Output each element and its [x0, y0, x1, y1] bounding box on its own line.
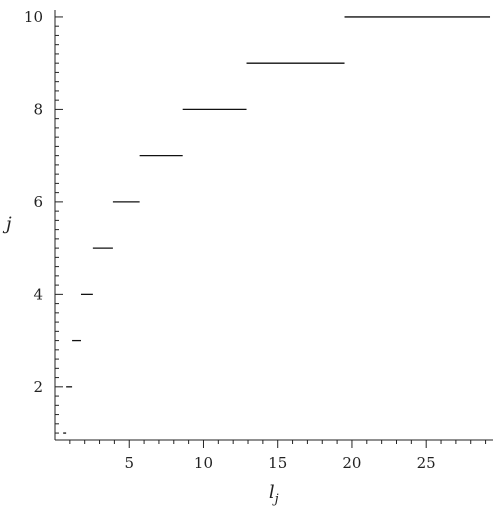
y-tick-label: 6 — [33, 193, 43, 211]
tick-labels-group: 5 10 15 20 25 2 4 6 8 10 — [24, 8, 436, 472]
y-tick-label: 10 — [24, 8, 43, 26]
x-tick-label: 5 — [124, 454, 134, 472]
y-axis-label: j — [2, 214, 12, 235]
axes — [54, 10, 493, 441]
y-tick-label: 2 — [33, 378, 43, 396]
y-tick-label: 4 — [33, 285, 43, 303]
x-tick-label: 20 — [342, 454, 361, 472]
ticks-group — [55, 16, 487, 448]
x-axis-label-main: l — [269, 482, 275, 503]
x-tick-label: 15 — [268, 454, 287, 472]
x-tick-label: 10 — [194, 454, 213, 472]
x-axis-label: lj — [269, 482, 279, 507]
y-tick-label: 8 — [33, 100, 43, 118]
x-axis-label-subscript: j — [272, 492, 279, 507]
data-segments-group — [63, 16, 491, 434]
x-tick-label: 25 — [417, 454, 436, 472]
